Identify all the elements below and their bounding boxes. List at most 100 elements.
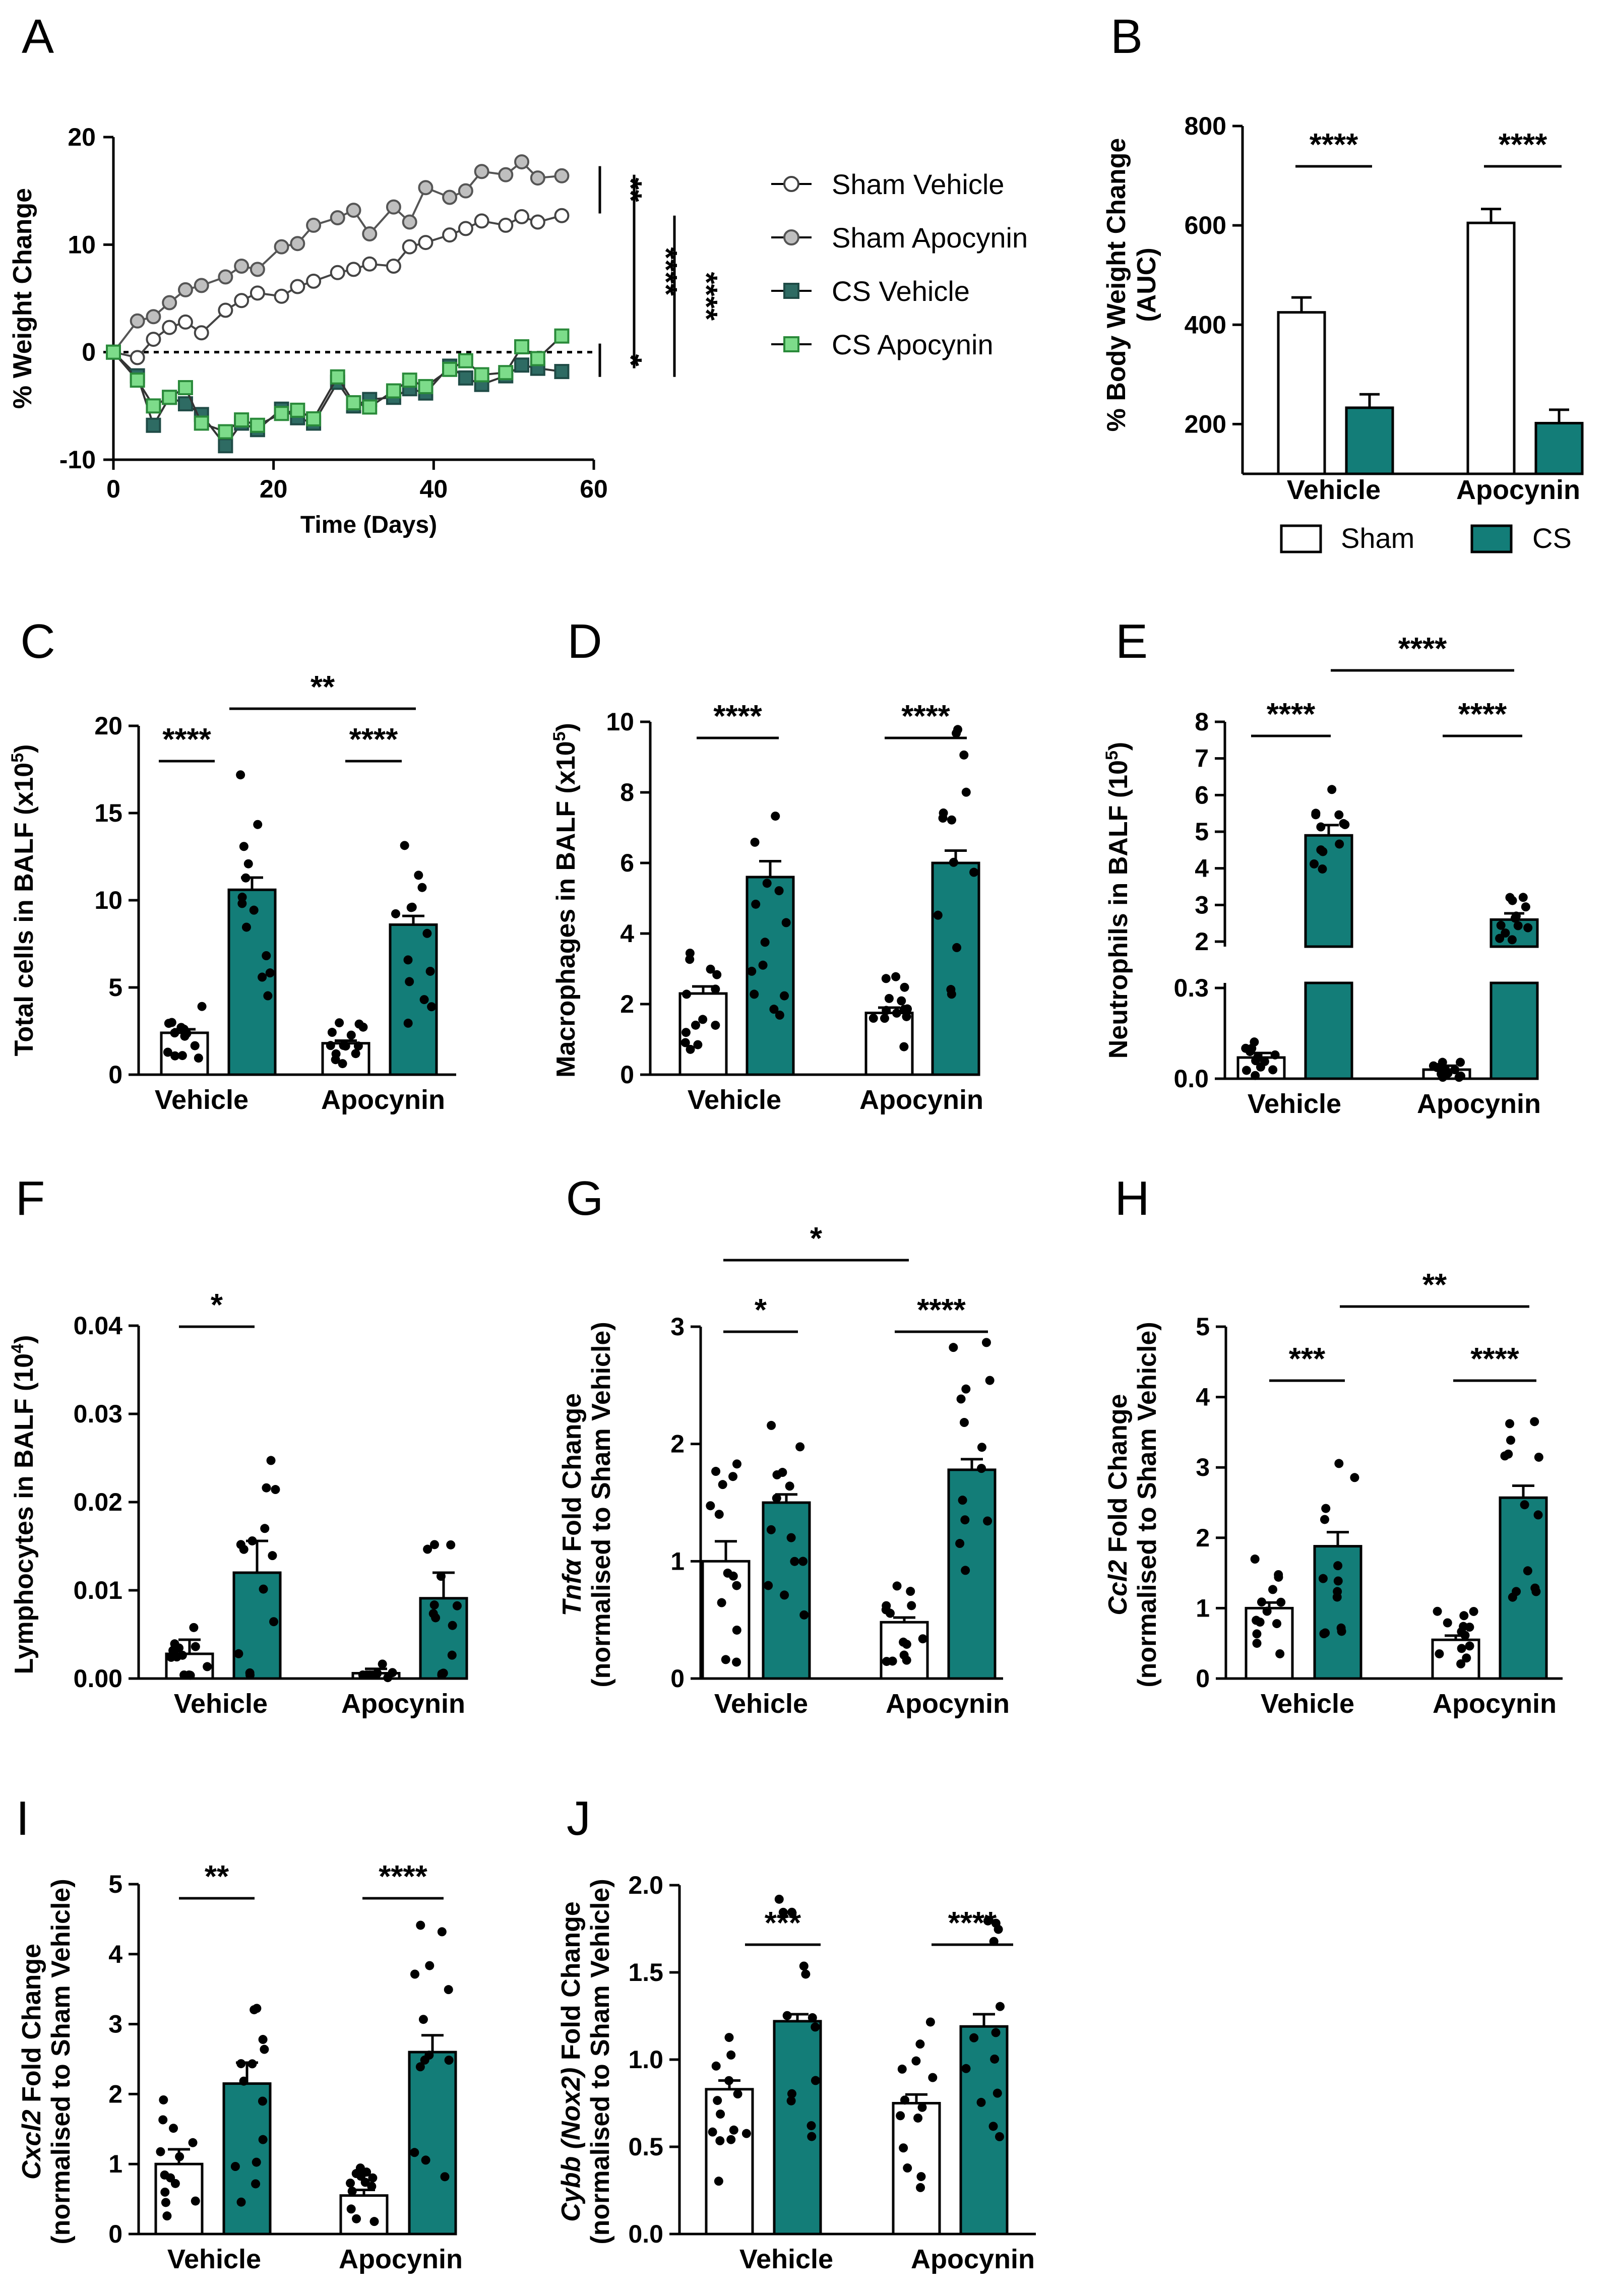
data-point: [418, 235, 433, 251]
data-dot: [405, 977, 414, 986]
data-dot: [952, 943, 962, 952]
data-dot: [326, 1041, 335, 1050]
significance-label: ****: [1267, 697, 1316, 732]
category-label: Vehicle: [1248, 1089, 1341, 1119]
data-dot: [724, 2076, 734, 2085]
significance-label: *: [211, 1288, 223, 1323]
significance-label: ****: [648, 247, 683, 296]
data-dot: [160, 2187, 170, 2197]
data-dot: [1437, 1069, 1446, 1079]
data-dot: [892, 1008, 901, 1018]
data-dot: [427, 1002, 437, 1012]
data-dot: [1318, 864, 1327, 874]
data-point: [458, 370, 473, 386]
data-point: [146, 398, 161, 414]
y-axis-label-part: ): [1104, 742, 1133, 751]
data-dot: [258, 2135, 268, 2144]
category-label: Vehicle: [1261, 1689, 1354, 1719]
data-dot: [1320, 1515, 1329, 1524]
data-dot: [711, 1020, 720, 1030]
y-tick-label: 1: [1196, 1594, 1210, 1622]
data-dot: [425, 966, 435, 976]
data-dot: [383, 1673, 393, 1683]
data-point: [418, 180, 433, 196]
y-axis-label-part: Total cells in BALF (x10: [10, 763, 39, 1057]
data-dot: [260, 2044, 269, 2054]
y-tick-label: 0.0: [628, 2220, 663, 2248]
y-tick-label: 0: [82, 338, 96, 366]
y-tick-label: 20: [68, 123, 96, 151]
data-point: [146, 332, 161, 347]
category-label: Apocynin: [321, 1085, 445, 1115]
y-axis-label-gene: Tnfα: [557, 1558, 587, 1616]
data-dot: [787, 2089, 796, 2098]
y-axis-label-part: Fold Change: [17, 1944, 46, 2109]
y-tick-label: 10: [606, 708, 634, 736]
category-label: Apocynin: [1417, 1089, 1541, 1119]
bar-sham: [880, 1621, 929, 1680]
y-tick-label: 0: [108, 2220, 122, 2248]
data-dot: [358, 1670, 367, 1680]
data-point: [514, 154, 530, 170]
y-axis-label-part: % Weight Change: [8, 188, 37, 409]
data-dot: [917, 2102, 927, 2112]
data-dot: [167, 1018, 176, 1027]
y-tick-label: 2: [1195, 927, 1209, 956]
data-dot: [711, 984, 720, 994]
legend-label: CS Vehicle: [832, 275, 970, 307]
data-dot: [733, 2089, 742, 2099]
data-point: [498, 217, 514, 233]
data-dot: [1510, 913, 1520, 923]
data-dot: [947, 989, 956, 999]
panel-letter-c: C: [20, 614, 55, 668]
data-dot: [190, 1041, 200, 1050]
data-dot: [170, 1028, 179, 1038]
y-tick-label: 1.5: [628, 1958, 663, 1987]
data-dot: [891, 972, 901, 981]
data-point: [474, 164, 489, 179]
bar-cs: [746, 876, 795, 1076]
data-dot: [787, 1907, 796, 1917]
y-tick-label: 0.04: [74, 1312, 123, 1340]
data-dot: [268, 1551, 277, 1561]
data-dot: [907, 1601, 916, 1610]
data-dot: [262, 951, 271, 960]
data-dot: [1318, 1574, 1328, 1583]
data-dot: [882, 1006, 891, 1015]
data-point: [194, 278, 209, 293]
data-point: [514, 209, 530, 224]
data-dot: [869, 1014, 878, 1023]
data-dot: [729, 2125, 738, 2135]
significance-label: **: [205, 1859, 229, 1894]
data-dot: [1507, 935, 1517, 945]
data-dot: [346, 2204, 356, 2214]
data-dot: [1496, 920, 1506, 930]
data-dot: [1533, 1510, 1543, 1520]
data-dot: [410, 2148, 419, 2157]
data-dot: [259, 1584, 268, 1594]
data-dot: [903, 2163, 912, 2173]
data-dot: [425, 1961, 435, 1970]
bar-cs-upper: [1304, 834, 1353, 948]
data-dot: [1256, 1062, 1265, 1072]
data-point: [442, 190, 458, 205]
category-label: Vehicle: [739, 2244, 833, 2274]
panel-letter-d: D: [567, 614, 602, 668]
y-tick-label: 3: [108, 2010, 122, 2038]
data-dot: [252, 2157, 261, 2167]
significance-label: ****: [1310, 128, 1358, 162]
data-dot: [771, 812, 780, 821]
y-tick-label: 6: [620, 849, 634, 877]
data-dot: [732, 1625, 741, 1635]
data-dot: [714, 1510, 724, 1519]
category-label: Apocynin: [911, 2244, 1035, 2274]
data-dot: [1250, 1555, 1260, 1564]
data-dot: [419, 995, 429, 1005]
bar-cs: [1345, 406, 1394, 475]
data-dot: [892, 1581, 902, 1591]
data-point: [306, 411, 322, 426]
data-point: [274, 239, 289, 255]
data-dot: [410, 1969, 420, 1979]
data-dot: [811, 2076, 820, 2085]
y-tick-label: 10: [68, 230, 96, 259]
